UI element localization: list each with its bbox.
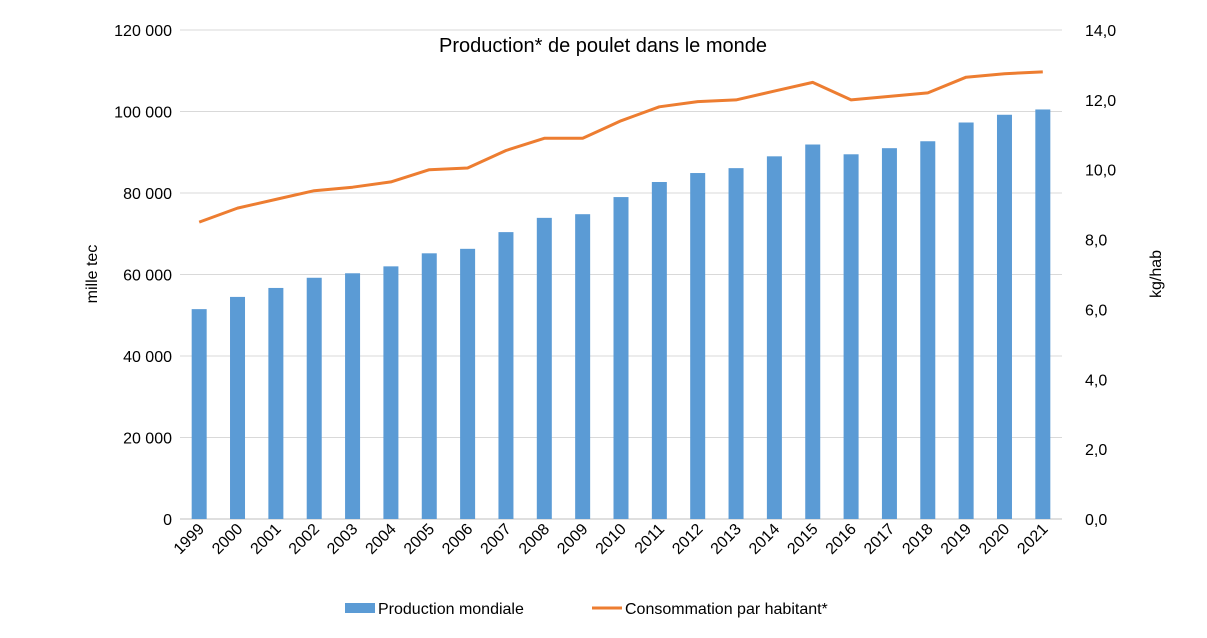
- legend-swatch-production: [345, 603, 375, 613]
- bar-2010: [613, 197, 629, 519]
- bar-2007: [498, 232, 514, 519]
- bar-2017: [881, 148, 897, 520]
- bar-1999: [191, 309, 207, 519]
- bar-2002: [306, 277, 322, 519]
- bar-2011: [651, 181, 667, 519]
- bar-2015: [805, 144, 821, 519]
- legend-label-consommation: Consommation par habitant*: [625, 601, 828, 618]
- y-right-tick-label: 4,0: [1085, 372, 1107, 389]
- y-axis-right: 0,0 2,0 4,0 6,0 8,0 10,0 12,0 14,0: [1085, 23, 1116, 529]
- y-right-tick-label: 6,0: [1085, 302, 1107, 319]
- y-left-tick-label: 0: [163, 512, 172, 529]
- bar-2012: [690, 173, 706, 519]
- line-consommation: [198, 70, 1043, 224]
- bar-2014: [766, 156, 782, 519]
- bar-2009: [575, 214, 591, 519]
- bar-2004: [383, 266, 399, 519]
- bar-2006: [460, 248, 476, 519]
- legend: Production mondiale Consommation par hab…: [345, 601, 828, 618]
- y-left-tick-label: 60 000: [123, 268, 172, 285]
- bar-2021: [1035, 109, 1051, 520]
- bar-2001: [268, 287, 284, 519]
- y-left-tick-label: 80 000: [123, 186, 172, 203]
- bar-2016: [843, 154, 859, 519]
- chart-title: Production* de poulet dans le monde: [439, 35, 767, 57]
- bar-2019: [958, 122, 974, 519]
- y-axis-left: 0 20 000 40 000 60 000 80 000 100 000 120 000: [114, 23, 172, 529]
- bar-2013: [728, 168, 744, 519]
- y-right-tick-label: 2,0: [1085, 442, 1107, 459]
- bar-2005: [421, 253, 437, 519]
- y-left-tick-label: 100 000: [114, 105, 172, 122]
- y-right-tick-label: 10,0: [1085, 163, 1116, 180]
- y-right-tick-label: 12,0: [1085, 93, 1116, 110]
- y-left-tick-label: 40 000: [123, 349, 172, 366]
- bar-2000: [230, 296, 246, 519]
- line-series: [198, 70, 1043, 224]
- bar-2008: [536, 217, 552, 520]
- bar-series: [191, 109, 1051, 520]
- legend-label-production: Production mondiale: [378, 601, 524, 618]
- y-left-tick-label: 120 000: [114, 23, 172, 40]
- y-right-tick-label: 0,0: [1085, 512, 1107, 529]
- y-left-tick-label: 20 000: [123, 431, 172, 448]
- bar-2018: [920, 141, 936, 519]
- y-right-tick-label: 8,0: [1085, 233, 1107, 250]
- bar-2020: [996, 114, 1012, 519]
- y-axis-right-label: kg/hab: [1148, 250, 1165, 298]
- bar-2003: [345, 273, 361, 519]
- y-axis-left-label: mille tec: [84, 245, 101, 304]
- y-right-tick-label: 14,0: [1085, 23, 1116, 40]
